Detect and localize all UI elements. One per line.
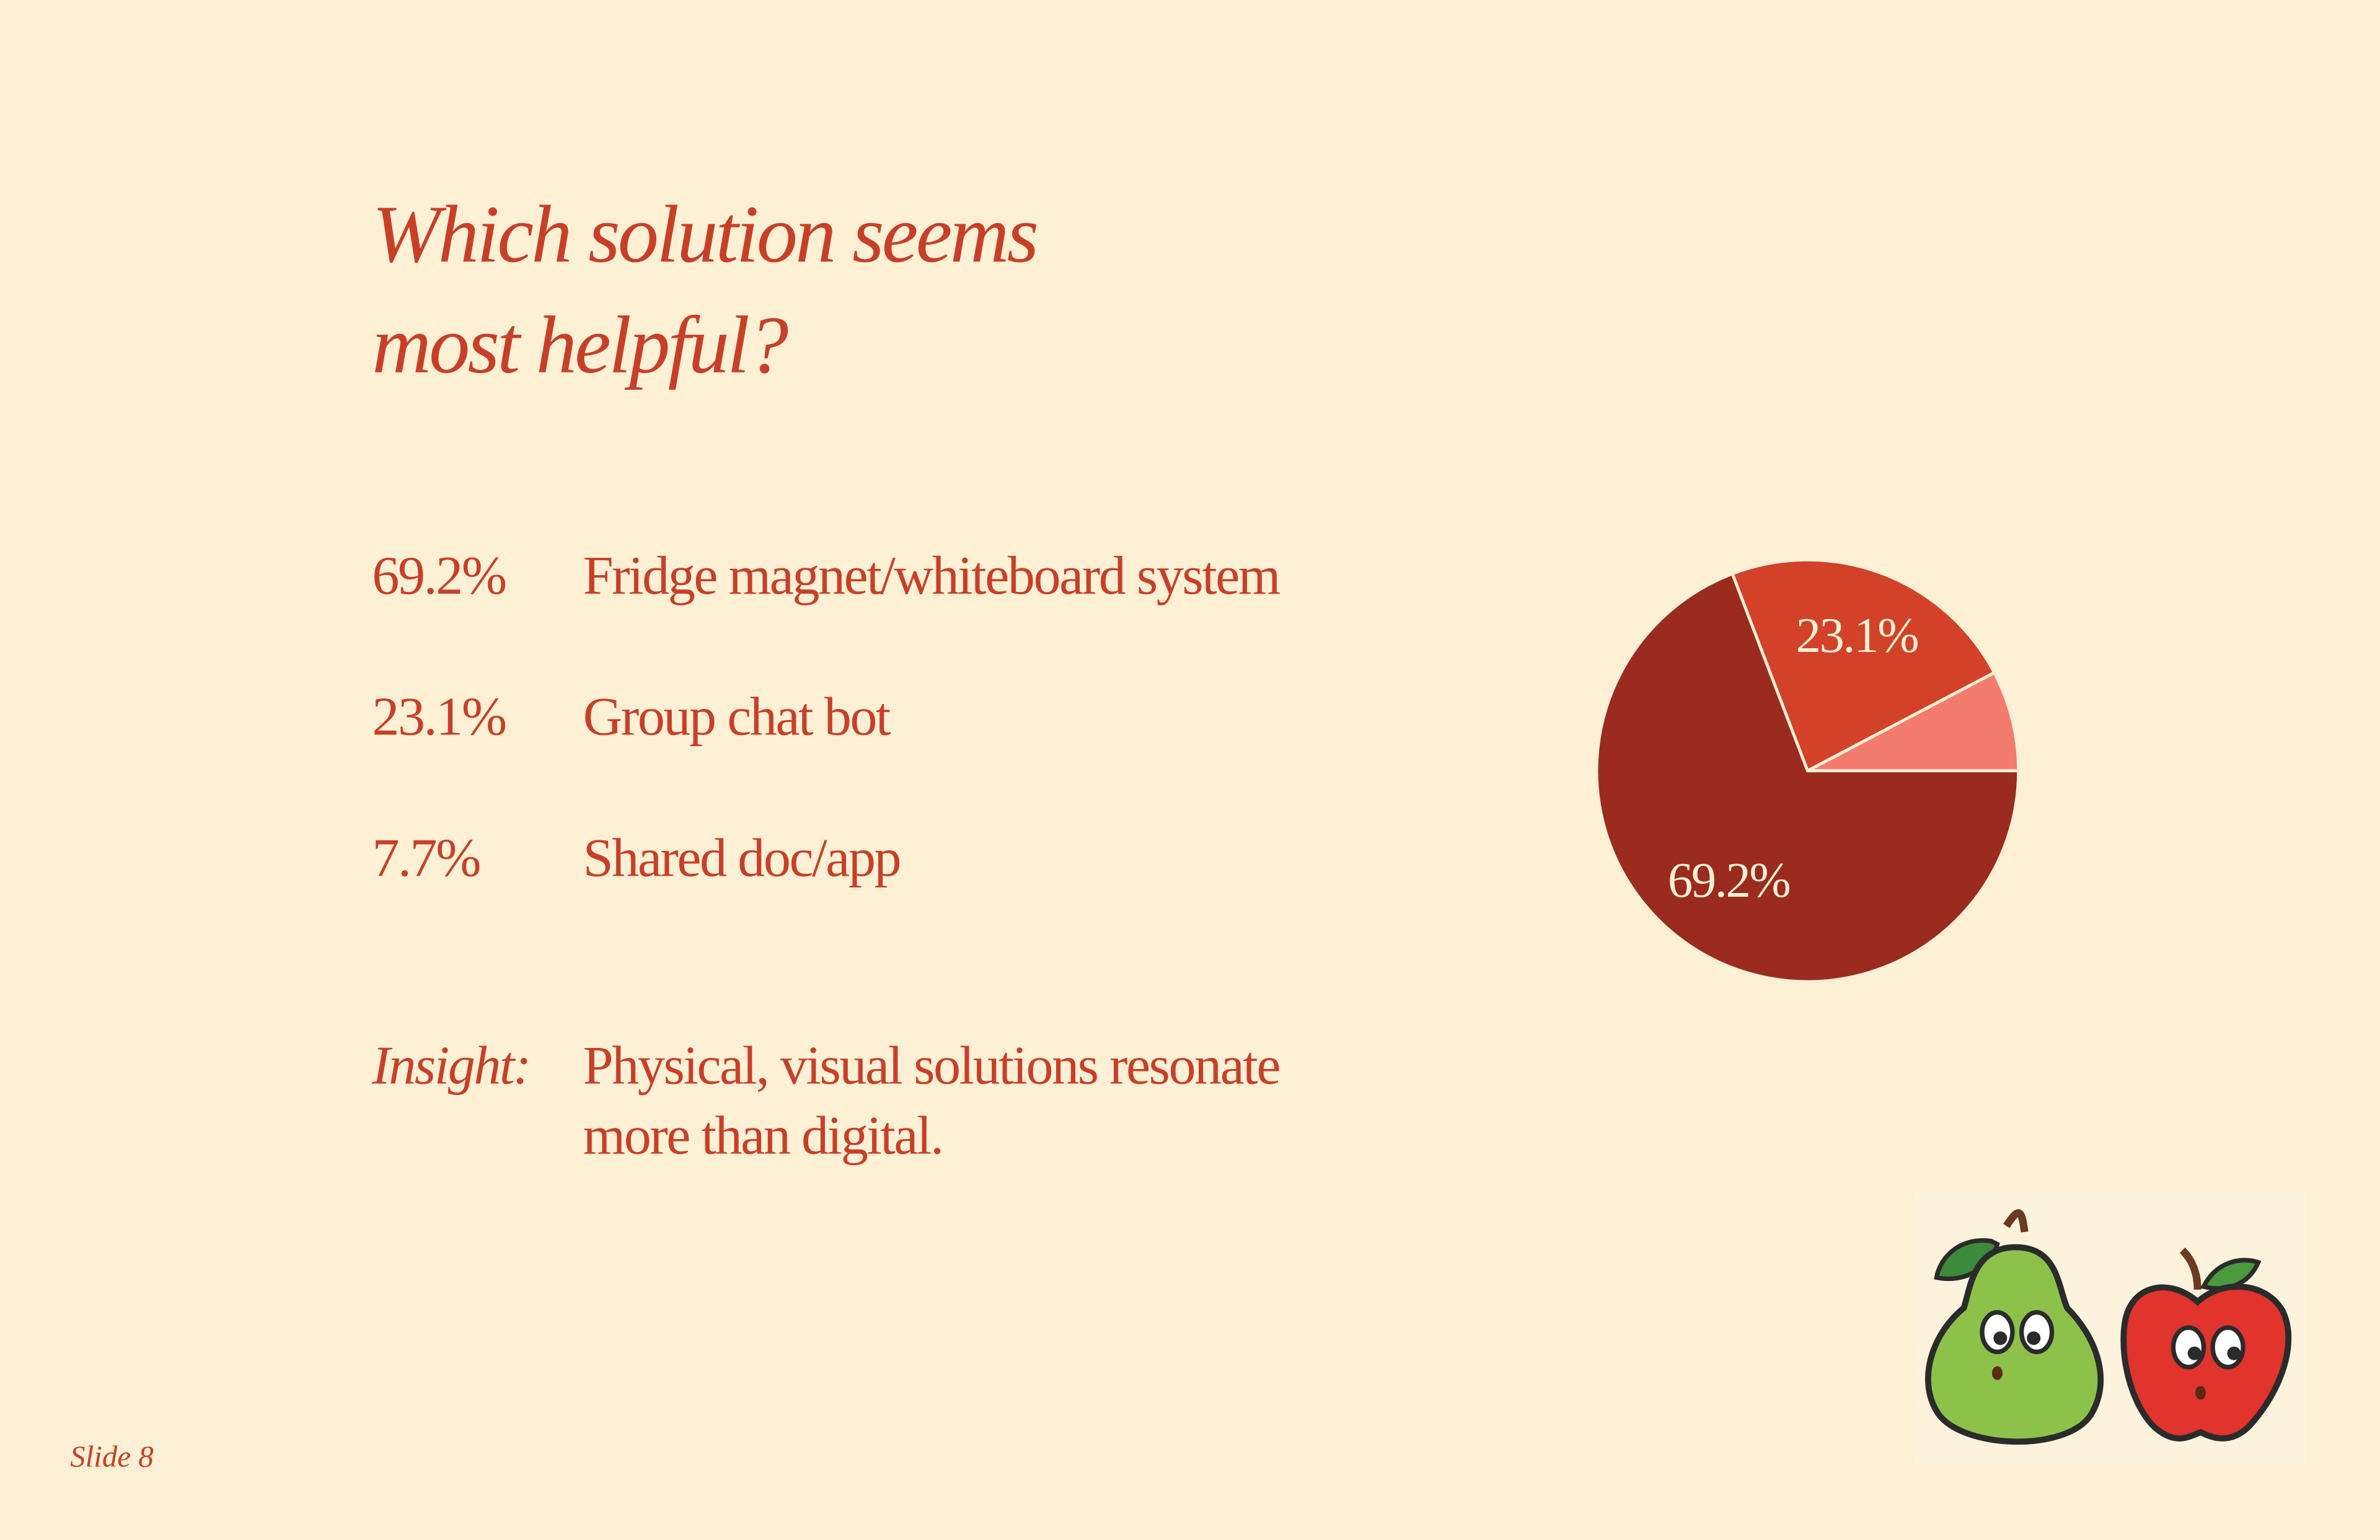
- share-label: 7.7%: [372, 827, 480, 888]
- insight-text: Physical, visual solutions resonate: [583, 1036, 1280, 1096]
- slice-label: 69.2%: [1668, 853, 1790, 908]
- insight-text: more than digital.: [583, 1105, 943, 1166]
- heading-line: Which solution seems: [372, 188, 1036, 279]
- fruit-illustration: [1915, 1190, 2307, 1464]
- pie-slice: [1595, 572, 2021, 983]
- share-label: 23.1%: [372, 687, 505, 747]
- pie: [1595, 558, 2021, 983]
- pie-slice: [1806, 671, 2021, 773]
- option-name: Fridge magnet/whiteboard system: [583, 545, 1280, 606]
- insight-label: Insight:: [371, 1036, 530, 1096]
- option-name: Group chat bot: [583, 687, 891, 747]
- slice-label: 23.1%: [1796, 608, 1918, 663]
- heading-line: most helpful?: [372, 299, 788, 390]
- option-name: Shared doc/app: [583, 827, 900, 888]
- pie-slice: [1730, 558, 1996, 773]
- slide-number: Slide 8: [70, 1439, 154, 1473]
- share-label: 69.2%: [372, 545, 505, 606]
